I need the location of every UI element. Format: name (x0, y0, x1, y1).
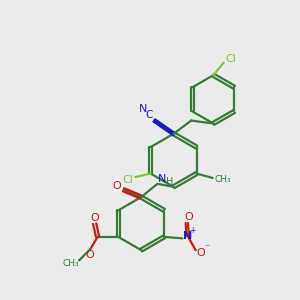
Text: H: H (166, 177, 173, 188)
Text: N: N (183, 231, 192, 241)
Text: Cl: Cl (226, 54, 236, 64)
Text: CH₃: CH₃ (214, 175, 231, 184)
Text: O: O (112, 181, 122, 191)
Text: O: O (184, 212, 193, 222)
Text: CH₃: CH₃ (62, 259, 79, 268)
Text: Cl: Cl (122, 175, 134, 185)
Text: N: N (139, 104, 147, 114)
Text: O: O (90, 213, 99, 223)
Text: C: C (146, 110, 153, 120)
Text: O: O (196, 248, 205, 258)
Text: ⁻: ⁻ (204, 244, 209, 254)
Text: N: N (158, 174, 166, 184)
Text: +: + (190, 226, 196, 236)
Text: O: O (86, 250, 94, 260)
